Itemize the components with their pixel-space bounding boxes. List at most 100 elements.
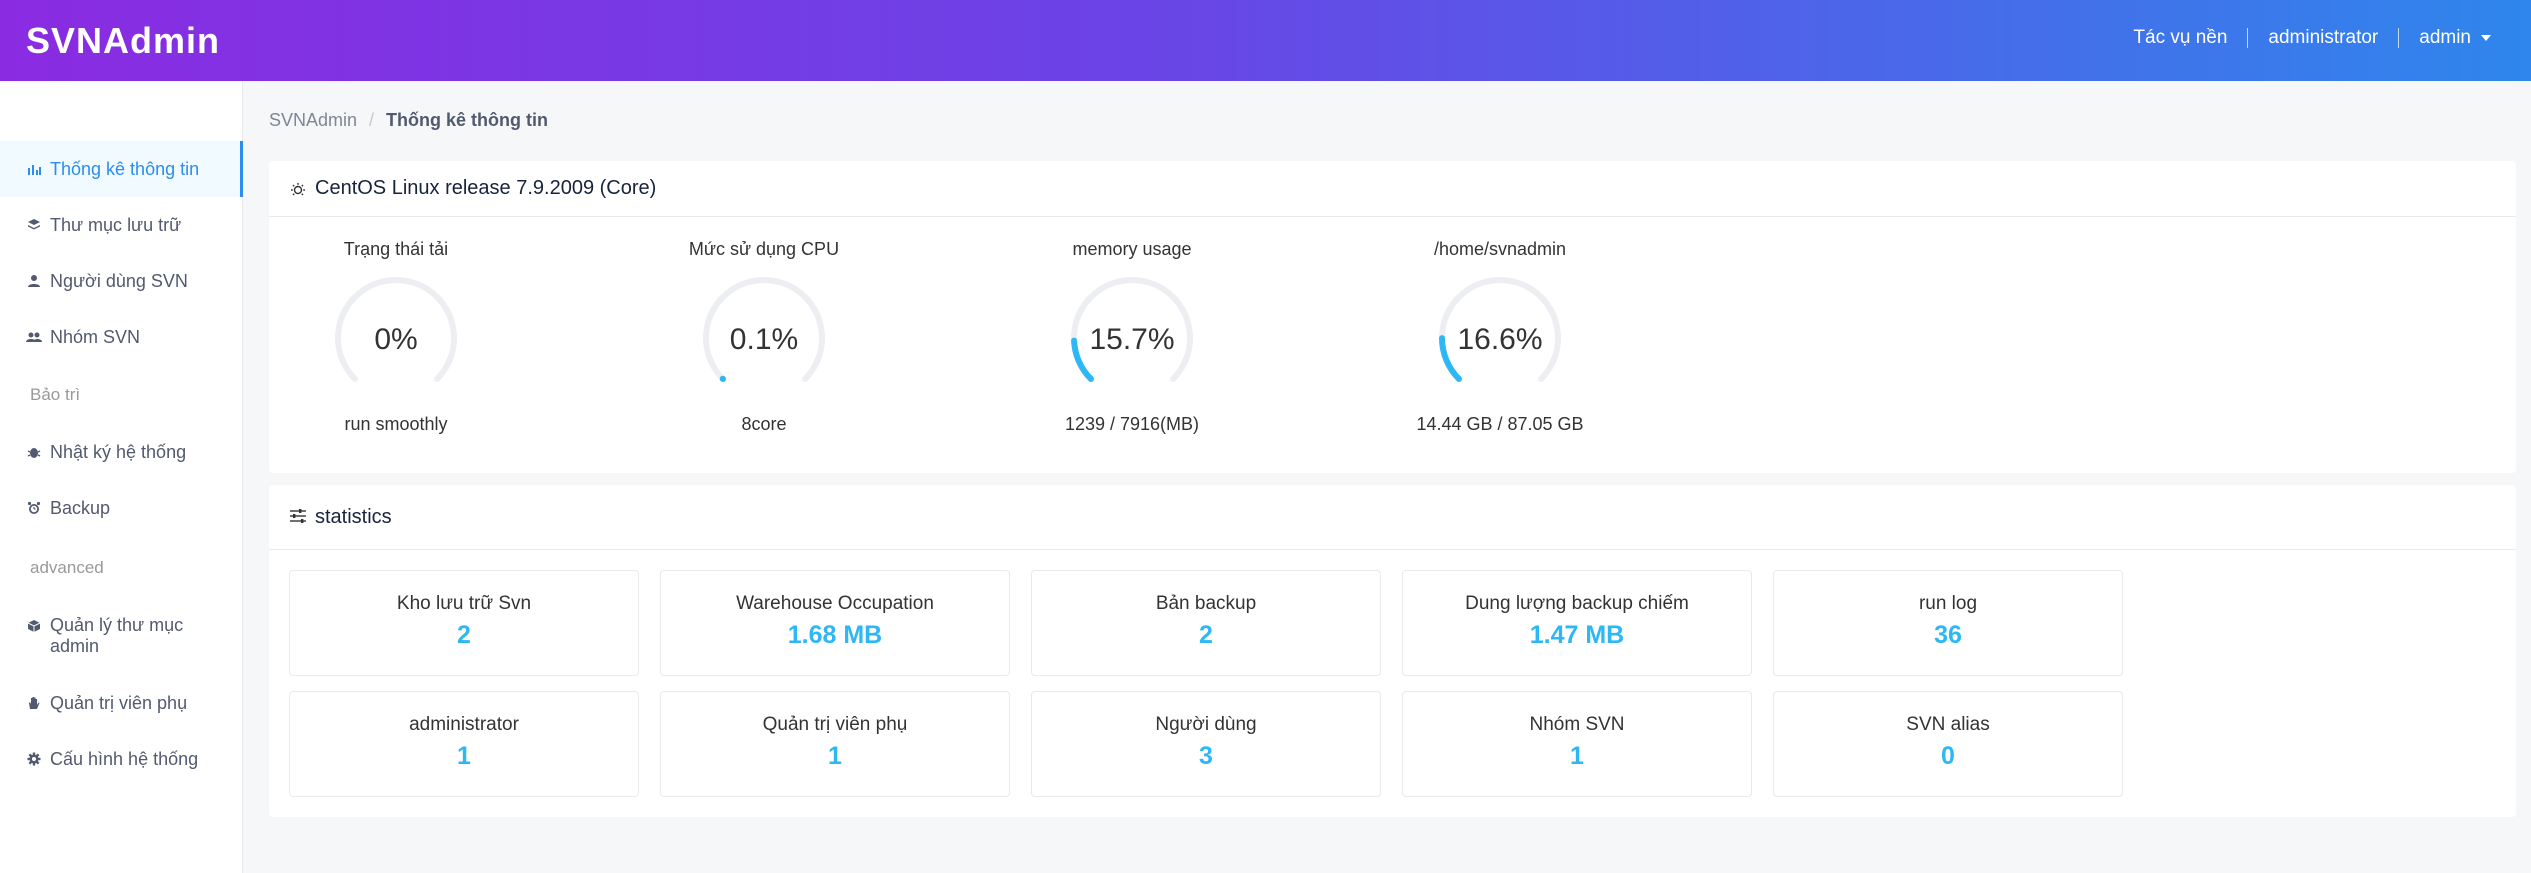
user-menu-dropdown[interactable]: admin <box>2399 28 2491 48</box>
stat-value: 3 <box>1199 742 1213 770</box>
statistics-header: statistics <box>269 485 2516 550</box>
system-info-header: CentOS Linux release 7.9.2009 (Core) <box>269 161 2516 217</box>
stat-run-log: run log 36 <box>1773 570 2123 676</box>
breadcrumb-separator: / <box>369 110 375 130</box>
sidebar-item-system-config[interactable]: Cấu hình hệ thống <box>0 731 243 787</box>
stat-value: 2 <box>1199 621 1213 649</box>
app-logo[interactable]: SVNAdmin <box>26 20 221 61</box>
sidebar-item-svn-groups[interactable]: Nhóm SVN <box>0 309 243 365</box>
stat-svn-alias: SVN alias 0 <box>1773 691 2123 797</box>
gauge-label: /home/svnadmin <box>1433 239 1567 259</box>
sidebar-item-label: Cấu hình hệ thống <box>50 748 199 769</box>
stat-label: Warehouse Occupation <box>736 593 934 614</box>
gauge-value: 16.6% <box>1457 323 1542 356</box>
gauge-value: 0.1% <box>730 323 798 356</box>
sidebar-item-repositories[interactable]: Thư mục lưu trữ <box>0 197 243 253</box>
stat-value: 2 <box>457 621 471 649</box>
user-name: admin <box>2419 27 2471 48</box>
gauge-cpu-usage: Mức sử dụng CPU 0.1% 8core <box>644 239 884 435</box>
bar-chart-icon <box>26 161 42 177</box>
stat-warehouse-occupation: Warehouse Occupation 1.68 MB <box>660 570 1010 676</box>
top-header: SVNAdmin Tác vụ nền administrator admin <box>0 0 2531 81</box>
stat-sub-admins: Quản trị viên phụ 1 <box>660 691 1010 797</box>
stat-value: 1.47 MB <box>1529 621 1625 649</box>
sidebar-item-admin-dirs[interactable]: Quản lý thư mục admin <box>0 615 243 675</box>
stat-users: Người dùng 3 <box>1031 691 1381 797</box>
stat-svn-groups: Nhóm SVN 1 <box>1402 691 1752 797</box>
background-tasks-link[interactable]: Tác vụ nền <box>2113 28 2249 48</box>
gauge-footer: 14.44 GB / 87.05 GB <box>1416 414 1584 434</box>
gauge-footer: run smoothly <box>344 414 448 434</box>
person-icon <box>26 273 42 289</box>
stat-label: SVN alias <box>1906 714 1990 735</box>
stat-label: Dung lượng backup chiếm <box>1465 593 1689 614</box>
sidebar-group-maintenance: Bảo trì <box>30 385 81 404</box>
gear-icon <box>26 751 42 767</box>
people-icon <box>26 329 42 345</box>
gauge-footer: 1239 / 7916(MB) <box>1064 414 1200 434</box>
header-menu: Tác vụ nền administrator admin <box>2113 28 2491 48</box>
stat-label: Nhóm SVN <box>1529 714 1625 735</box>
gauge-label: Mức sử dụng CPU <box>688 239 840 259</box>
breadcrumb: SVNAdmin / Thống kê thông tin <box>269 110 548 131</box>
sidebar-item-label: Nhóm SVN <box>50 326 141 347</box>
gauge-ring: 0% <box>335 276 457 383</box>
sidebar-item-label: Người dùng SVN <box>50 270 188 291</box>
stat-label: Người dùng <box>1155 714 1257 735</box>
role-label: administrator <box>2248 28 2400 48</box>
stat-label: administrator <box>409 714 519 735</box>
stat-label: Kho lưu trữ Svn <box>396 593 532 614</box>
hand-icon <box>26 695 42 711</box>
breadcrumb-current: Thống kê thông tin <box>386 110 549 130</box>
statistics-card: statistics Kho lưu trữ Svn 2 Warehouse O… <box>269 485 2516 817</box>
gauge-load-status: Trạng thái tải 0% run smoothly <box>276 239 516 435</box>
stat-value: 0 <box>1941 742 1955 770</box>
layers-icon <box>26 217 42 233</box>
caret-down-icon <box>2481 34 2491 41</box>
bug-icon <box>26 444 42 460</box>
sidebar-item-label: Backup <box>50 497 111 518</box>
gauge-ring: 15.7% <box>1071 276 1193 383</box>
gauge-label: memory usage <box>1072 239 1192 259</box>
stat-backups: Bản backup 2 <box>1031 570 1381 676</box>
gauge-value: 0% <box>374 323 417 356</box>
stat-value: 36 <box>1934 621 1962 649</box>
sidebar-item-label: Thư mục lưu trữ <box>50 214 182 235</box>
sidebar-item-label: Quản lý thư mục admin <box>50 615 184 656</box>
stat-administrator: administrator 1 <box>289 691 639 797</box>
sidebar-item-sub-admins[interactable]: Quản trị viên phụ <box>0 675 243 731</box>
stat-label: Quản trị viên phụ <box>762 714 908 735</box>
sidebar-group-advanced: advanced <box>30 558 104 577</box>
cube-icon <box>26 618 42 634</box>
sun-icon <box>289 180 307 198</box>
gauge-label: Trạng thái tải <box>343 239 449 259</box>
stat-label: Bản backup <box>1155 593 1257 614</box>
gauge-value: 15.7% <box>1089 323 1174 356</box>
stat-value: 1.68 MB <box>787 621 883 649</box>
os-release-title: CentOS Linux release 7.9.2009 (Core) <box>315 177 657 199</box>
stat-backup-size: Dung lượng backup chiếm 1.47 MB <box>1402 570 1752 676</box>
sidebar: Thống kê thông tin Thư mục lưu trữ Người… <box>0 81 243 873</box>
stat-value: 1 <box>1570 742 1584 770</box>
gauge-ring: 0.1% <box>703 276 825 383</box>
sidebar-item-statistics[interactable]: Thống kê thông tin <box>0 141 243 197</box>
sidebar-item-system-log[interactable]: Nhật ký hệ thống <box>0 424 243 480</box>
gauge-disk-usage: /home/svnadmin 16.6% 14.44 GB / 87.05 GB <box>1380 239 1620 435</box>
stat-value: 1 <box>457 742 471 770</box>
statistics-title: statistics <box>315 505 392 528</box>
gauge-memory-usage: memory usage 15.7% 1239 / 7916(MB) <box>1012 239 1252 435</box>
sidebar-item-backup[interactable]: Backup <box>0 480 243 536</box>
sliders-icon <box>289 508 307 526</box>
stat-label: run log <box>1918 593 1978 614</box>
sidebar-item-svn-users[interactable]: Người dùng SVN <box>0 253 243 309</box>
stat-svn-repositories: Kho lưu trữ Svn 2 <box>289 570 639 676</box>
system-info-card: CentOS Linux release 7.9.2009 (Core) Trạ… <box>269 161 2516 473</box>
gauge-footer: 8core <box>741 414 787 434</box>
stat-value: 1 <box>828 742 842 770</box>
breadcrumb-root[interactable]: SVNAdmin <box>269 110 358 130</box>
sidebar-item-label: Nhật ký hệ thống <box>50 441 187 462</box>
alarm-icon <box>26 500 42 516</box>
gauge-ring: 16.6% <box>1439 276 1561 383</box>
sidebar-item-label: Thống kê thông tin <box>50 158 200 179</box>
sidebar-item-label: Quản trị viên phụ <box>50 692 188 713</box>
